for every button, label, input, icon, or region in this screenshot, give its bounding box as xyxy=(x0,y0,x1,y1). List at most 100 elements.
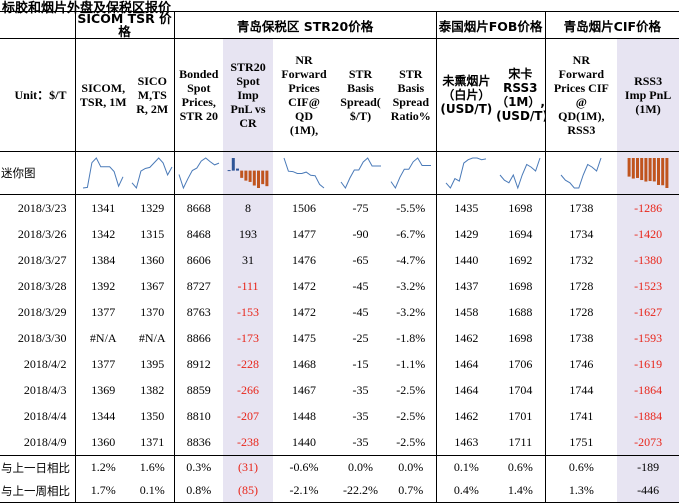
column-header-line: Spot xyxy=(236,74,260,88)
cell-c4: -153 xyxy=(223,299,274,325)
table-row: 2018/4/4 1344 1350 8810 -207 1448 -35 -2.5% 1462… xyxy=(0,403,679,429)
column-header-line: Ratio% xyxy=(390,109,431,123)
column-header-line: NR xyxy=(295,53,313,67)
table-row: 2018/3/28 1392 1367 8727 -111 1472 -45 -3.2% 143… xyxy=(0,273,679,299)
cell-c7: -2.5% xyxy=(396,382,426,397)
column-header-c7: STR Basis Spread Ratio% xyxy=(386,38,437,152)
cell-c6: -75 xyxy=(352,200,369,215)
column-header-c9: 宋卡 RSS3 （1M）, (USD/T) xyxy=(496,38,546,152)
sparkline-c4 xyxy=(227,158,269,188)
cell-c6: -90 xyxy=(352,226,369,241)
group-sicom: SICOM TSR 价格 xyxy=(74,11,175,39)
sparkline-bar xyxy=(261,170,265,185)
row-date: 2018/3/26 xyxy=(17,226,67,241)
summary-row: 与上一周相比 1.7% 0.1% 0.8% (85) -2.1% -22.2% 0.7% 0.4… xyxy=(0,479,679,503)
column-header-line: （1M）, xyxy=(496,95,545,109)
column-header-line: SICO xyxy=(137,74,167,88)
sparkline-c5 xyxy=(283,157,325,189)
cell-c2: #N/A xyxy=(138,330,166,345)
column-header-c8: 未熏烟片 （白片） (USD/T) xyxy=(435,38,497,152)
summary-row: 与上一日相比 1.2% 1.6% 0.3% (31) -0.6% 0.0% 0.0% 0.1% 0… xyxy=(0,455,679,479)
cell-c10: 1728 xyxy=(544,273,618,299)
cell-c5: 1476 xyxy=(292,252,317,267)
cell-c2: 1350 xyxy=(140,408,165,423)
cell-c7: -2.5% xyxy=(396,434,426,449)
sparkline-line xyxy=(83,157,124,189)
cell-c2: 1329 xyxy=(140,200,165,215)
column-header-line: Basis xyxy=(397,81,425,95)
cell-c5: 1467 xyxy=(292,382,317,397)
sparkline-c2 xyxy=(131,157,173,190)
cell-c1: 1342 xyxy=(74,221,131,247)
column-header-line: SICOM, xyxy=(81,81,126,95)
cell-c6: -35 xyxy=(352,434,369,449)
cell-c1: 1360 xyxy=(74,429,131,456)
column-header-c1: SICOM, TSR, 1M xyxy=(74,38,131,152)
cell-c11: -1884 xyxy=(617,403,679,429)
cell-c5: 1475 xyxy=(292,330,317,345)
cell-c7: -1.8% xyxy=(396,330,426,345)
cell-c11: -1619 xyxy=(617,351,679,377)
column-header-line: Spot xyxy=(187,81,211,95)
cell-c11: -1523 xyxy=(617,273,679,299)
row-date: 2018/4/2 xyxy=(23,356,67,371)
cell-c2: 1315 xyxy=(140,226,165,241)
column-header-line: STR 20 xyxy=(179,109,218,123)
cell-c3: 8866 xyxy=(173,325,224,351)
cell-c6: -35 xyxy=(352,382,369,397)
column-header-c5: NR Forward Prices CIF@ QD (1M), xyxy=(273,38,336,152)
column-header-line: Basis xyxy=(347,81,374,95)
sparkline-c9 xyxy=(499,157,541,190)
sparkline-cell-c1 xyxy=(74,151,131,195)
summary-cell-c7: 0.7% xyxy=(386,479,437,503)
cell-c10: 1741 xyxy=(544,403,618,429)
cell-c9: 1688 xyxy=(508,304,533,319)
column-header-line: $/T) xyxy=(349,109,372,123)
cell-c6: -45 xyxy=(352,278,369,293)
sparkline-line xyxy=(499,157,541,190)
row-date: 2018/4/9 xyxy=(23,434,67,449)
cell-c11: -1380 xyxy=(617,247,679,273)
group-qingdao-str20: 青岛保税区 STR20价格 xyxy=(173,11,437,39)
column-header-line: RSS3 xyxy=(634,74,663,88)
sparkline-c1 xyxy=(83,157,124,189)
sparkline-line xyxy=(445,157,487,189)
summary-cell-c3: 0.8% xyxy=(173,479,224,503)
row-date: 2018/3/30 xyxy=(17,330,67,345)
cell-c8: 1462 xyxy=(435,325,497,351)
sparkline-line xyxy=(340,157,381,189)
row-date: 2018/4/4 xyxy=(23,408,67,423)
cell-c8: 1458 xyxy=(435,299,497,325)
summary-label: 与上一周相比 xyxy=(0,479,75,503)
cell-c1: 1384 xyxy=(74,247,131,273)
cell-c8: 1464 xyxy=(435,351,497,377)
sparkline-bar xyxy=(257,170,261,188)
cell-c3: 8836 xyxy=(173,429,224,456)
cell-c2: 1382 xyxy=(140,382,165,397)
table-row: 2018/3/30 #N/A #N/A 8866 -173 1475 -25 -1.8% 146… xyxy=(0,325,679,351)
cell-c10: 1728 xyxy=(544,299,618,325)
summary-cell-c11: -446 xyxy=(617,479,679,503)
corner-cell xyxy=(0,11,75,39)
sparkline-cell-c2 xyxy=(131,151,175,195)
summary-cell-c8: 0.1% xyxy=(435,455,497,479)
cell-c6: -45 xyxy=(352,304,369,319)
cell-c10: 1738 xyxy=(544,194,618,221)
column-header-line: Prices CIF xyxy=(553,81,609,95)
cell-c11: -1864 xyxy=(617,377,679,403)
column-header-row: Unit：$/T SICOM, TSR, 1M SICO M,TS R, 2M Bonde… xyxy=(0,38,679,152)
group-thai-fob: 泰国烟片FOB价格 xyxy=(435,11,546,39)
sparkline-bar xyxy=(265,170,269,187)
sparkline-cell-c4 xyxy=(223,151,274,195)
row-date: 2018/3/28 xyxy=(17,278,67,293)
column-header-c10: NR Forward Prices CIF @ QD(1M), RSS3 xyxy=(544,38,618,152)
column-header-line: @ xyxy=(575,95,587,109)
column-header-line: QD xyxy=(295,109,314,123)
summary-cell-c5: -2.1% xyxy=(273,479,336,503)
cell-c4: -228 xyxy=(223,351,274,377)
summary-cell-c1: 1.7% xyxy=(74,479,131,503)
summary-cell-c2: 0.1% xyxy=(131,479,175,503)
cell-c10: 1738 xyxy=(544,325,618,351)
cell-c11: -1627 xyxy=(617,299,679,325)
cell-c2: 1371 xyxy=(140,434,165,449)
